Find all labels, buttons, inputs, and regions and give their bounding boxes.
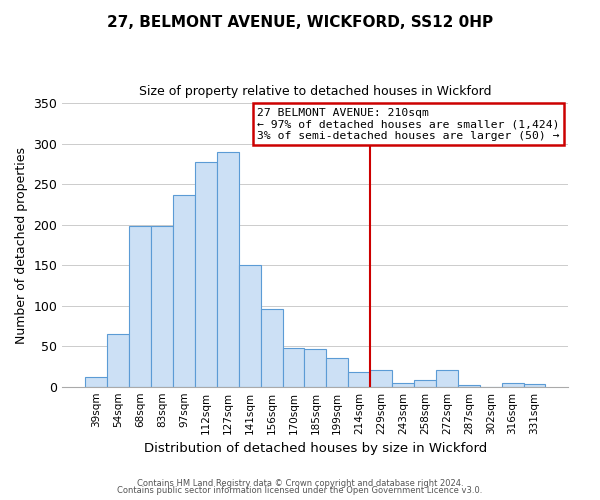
- Bar: [217, 152, 239, 386]
- Text: 27 BELMONT AVENUE: 210sqm
← 97% of detached houses are smaller (1,424)
3% of sem: 27 BELMONT AVENUE: 210sqm ← 97% of detac…: [257, 108, 560, 141]
- Text: Contains HM Land Registry data © Crown copyright and database right 2024.: Contains HM Land Registry data © Crown c…: [137, 478, 463, 488]
- Y-axis label: Number of detached properties: Number of detached properties: [15, 146, 28, 344]
- Bar: [304, 348, 326, 387]
- X-axis label: Distribution of detached houses by size in Wickford: Distribution of detached houses by size …: [144, 442, 487, 455]
- Bar: [458, 385, 480, 386]
- Text: 27, BELMONT AVENUE, WICKFORD, SS12 0HP: 27, BELMONT AVENUE, WICKFORD, SS12 0HP: [107, 15, 493, 30]
- Bar: [392, 382, 414, 386]
- Title: Size of property relative to detached houses in Wickford: Size of property relative to detached ho…: [139, 85, 491, 98]
- Bar: [436, 370, 458, 386]
- Bar: [129, 226, 151, 386]
- Bar: [502, 382, 524, 386]
- Bar: [239, 265, 260, 386]
- Bar: [173, 195, 195, 386]
- Text: Contains public sector information licensed under the Open Government Licence v3: Contains public sector information licen…: [118, 486, 482, 495]
- Bar: [195, 162, 217, 386]
- Bar: [370, 370, 392, 386]
- Bar: [524, 384, 545, 386]
- Bar: [107, 334, 129, 386]
- Bar: [326, 358, 348, 386]
- Bar: [348, 372, 370, 386]
- Bar: [151, 226, 173, 386]
- Bar: [414, 380, 436, 386]
- Bar: [85, 377, 107, 386]
- Bar: [283, 348, 304, 387]
- Bar: [260, 309, 283, 386]
